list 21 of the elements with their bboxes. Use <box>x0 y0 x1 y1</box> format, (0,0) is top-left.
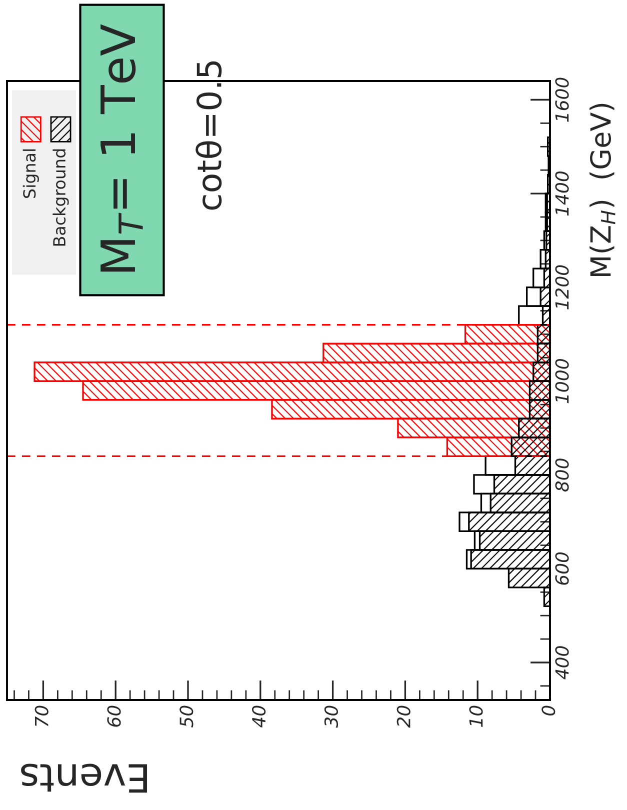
y-tick-label: 1400 <box>555 171 569 216</box>
legend-label: Background <box>52 149 69 246</box>
x-tick-label: 50 <box>180 706 194 728</box>
x-tick-label: 30 <box>324 706 338 728</box>
x-tick-label: 0 <box>542 706 556 716</box>
y-tick-label: 600 <box>555 552 569 585</box>
x-tick-label: 10 <box>469 706 483 727</box>
y-tick-label: 400 <box>555 646 569 680</box>
x-tick-label: 20 <box>396 706 410 728</box>
y-tick-label: 800 <box>555 458 569 492</box>
x-tick-label: 70 <box>34 706 48 726</box>
y-tick-label: 1200 <box>555 265 569 310</box>
x-tick-label: 60 <box>107 706 121 727</box>
legend-label: Signal <box>22 149 39 198</box>
annotation: cotθ=0.5 <box>196 61 222 210</box>
x-tick-label: 40 <box>252 706 266 728</box>
text: M$_{T}$= 1 TeV <box>100 24 143 272</box>
y-tick-label: 1600 <box>555 78 569 122</box>
x-axis-title: Events <box>21 764 148 793</box>
y-tick-label: 1000 <box>555 359 569 404</box>
y-axis-title: M(Z$_{H}$) (GeV) <box>590 104 616 276</box>
